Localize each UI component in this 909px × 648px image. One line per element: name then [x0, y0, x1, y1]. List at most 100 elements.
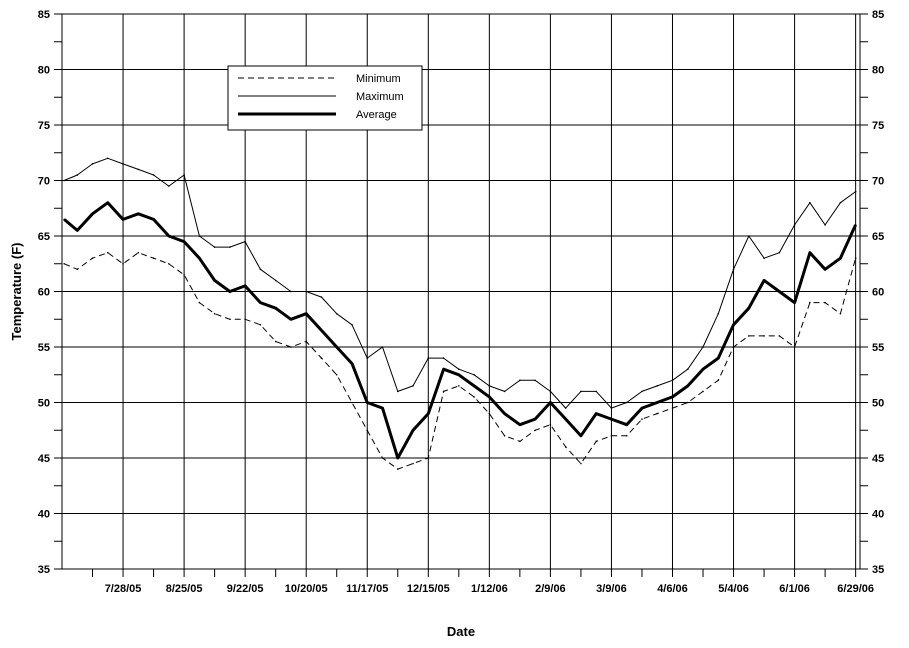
data-point-minimum [336, 374, 338, 376]
data-point-average [122, 219, 124, 221]
x-tick-label: 6/29/06 [837, 583, 874, 595]
data-point-average [412, 429, 414, 431]
data-point-average [382, 407, 384, 409]
data-point-maximum [626, 402, 628, 404]
data-point-maximum [687, 368, 689, 370]
data-point-average [504, 413, 506, 415]
x-tick-label: 2/9/06 [535, 583, 566, 595]
data-point-maximum [321, 296, 323, 298]
data-point-maximum [138, 169, 140, 171]
y-tick-label-right: 70 [872, 176, 884, 188]
y-tick-label-right: 35 [872, 564, 884, 576]
data-point-average [809, 252, 811, 254]
data-point-minimum [656, 413, 658, 415]
data-point-average [687, 385, 689, 387]
data-point-minimum [92, 257, 94, 259]
series-line-maximum [64, 158, 855, 408]
data-point-maximum [107, 158, 109, 160]
x-tick-label: 11/17/05 [346, 583, 388, 595]
data-point-minimum [641, 418, 643, 420]
data-point-minimum [519, 441, 521, 443]
data-point-minimum [580, 463, 582, 465]
data-point-maximum [504, 391, 506, 393]
y-tick-label-right: 85 [872, 9, 884, 21]
data-point-average [565, 418, 567, 420]
data-point-average [489, 396, 491, 398]
data-point-average [779, 291, 781, 293]
data-point-average [473, 385, 475, 387]
y-tick-label-right: 45 [872, 453, 884, 465]
data-point-maximum [382, 346, 384, 348]
y-tick-label-left: 65 [38, 231, 50, 243]
data-point-minimum [763, 335, 765, 337]
data-point-average [641, 407, 643, 409]
data-point-average [626, 424, 628, 426]
data-point-minimum [565, 446, 567, 448]
data-point-maximum [473, 374, 475, 376]
data-point-maximum [809, 202, 811, 204]
data-point-maximum [351, 324, 353, 326]
series-lines [63, 158, 856, 470]
data-point-maximum [244, 241, 246, 243]
data-point-minimum [733, 346, 735, 348]
data-point-minimum [824, 302, 826, 304]
data-point-maximum [458, 368, 460, 370]
data-point-minimum [397, 468, 399, 470]
data-point-maximum [489, 385, 491, 387]
data-point-minimum [504, 435, 506, 437]
data-point-maximum [76, 174, 78, 176]
data-point-average [397, 457, 399, 459]
x-tick-label: 6/1/06 [779, 583, 810, 595]
data-point-average [229, 291, 231, 293]
data-point-minimum [63, 263, 65, 265]
y-tick-label-right: 40 [872, 509, 884, 521]
data-point-maximum [183, 174, 185, 176]
y-tick-label-right: 80 [872, 65, 884, 77]
data-point-minimum [550, 424, 552, 426]
data-point-minimum [290, 346, 292, 348]
data-point-minimum [168, 263, 170, 265]
data-point-average [443, 368, 445, 370]
data-point-minimum [534, 429, 536, 431]
data-point-maximum [412, 385, 414, 387]
legend-label-minimum: Minimum [356, 73, 401, 85]
y-tick-label-left: 45 [38, 453, 50, 465]
data-point-maximum [260, 269, 262, 271]
data-point-average [672, 396, 674, 398]
data-point-maximum [656, 385, 658, 387]
data-point-maximum [733, 269, 735, 271]
data-point-minimum [199, 302, 201, 304]
data-point-maximum [748, 235, 750, 237]
data-point-maximum [63, 180, 65, 182]
y-tick-label-left: 35 [38, 564, 50, 576]
data-point-minimum [626, 435, 628, 437]
data-point-maximum [229, 246, 231, 248]
data-point-average [244, 285, 246, 287]
axis-ticks: 35 35 40 40 45 45 50 50 55 55 60 60 65 65 70 70 75 75 80 80… [38, 9, 885, 595]
y-tick-label-right: 65 [872, 231, 884, 243]
data-point-maximum [290, 291, 292, 293]
data-point-average [107, 202, 109, 204]
data-point-maximum [366, 357, 368, 359]
data-point-maximum [641, 391, 643, 393]
data-point-minimum [840, 313, 842, 315]
data-point-maximum [168, 185, 170, 187]
data-point-average [260, 302, 262, 304]
data-point-maximum [611, 407, 613, 409]
y-tick-label-left: 40 [38, 509, 50, 521]
data-point-average [336, 346, 338, 348]
data-point-maximum [840, 202, 842, 204]
data-point-maximum [534, 380, 536, 382]
data-point-minimum [702, 391, 704, 393]
data-point-average [763, 280, 765, 282]
data-point-maximum [855, 191, 857, 193]
y-tick-label-right: 75 [872, 120, 884, 132]
data-point-minimum [214, 313, 216, 315]
x-tick-label: 10/20/05 [285, 583, 328, 595]
data-point-average [275, 307, 277, 309]
data-point-maximum [550, 391, 552, 393]
data-point-average [656, 402, 658, 404]
x-tick-label: 12/15/05 [407, 583, 450, 595]
legend-label-maximum: Maximum [356, 91, 404, 103]
